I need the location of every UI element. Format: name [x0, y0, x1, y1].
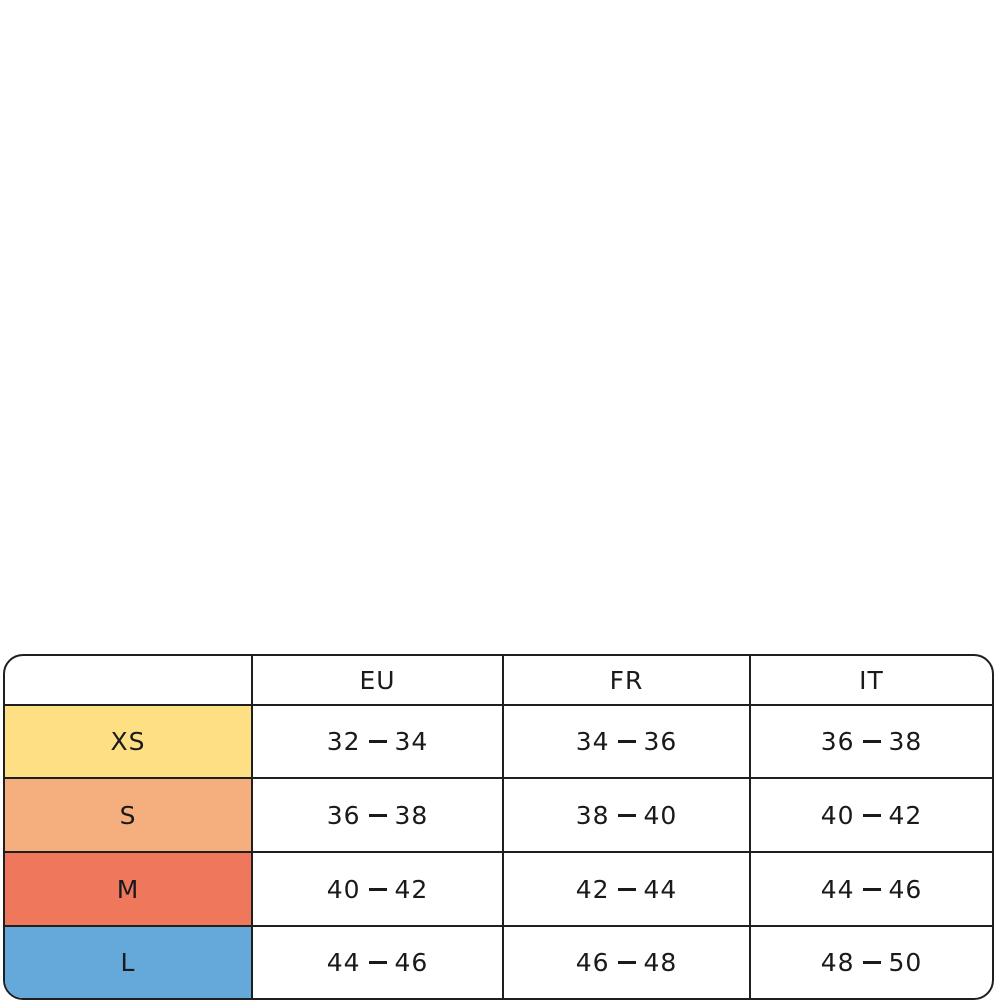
dash-icon	[368, 740, 387, 743]
size-label-cell: M	[5, 853, 253, 927]
range-from: 36	[820, 727, 855, 756]
size-range-cell: 44 46	[751, 853, 992, 927]
size-range-cell: 40 42	[253, 853, 504, 927]
range-to: 42	[394, 874, 429, 904]
dash-icon	[368, 813, 387, 817]
dash-icon	[617, 887, 636, 891]
range-from: 46	[575, 948, 610, 977]
size-chart-table: EU FR IT XS 32 34 34 36 36 38 S 36 38 38 40 40 42 M 40 42 42…	[3, 654, 994, 1000]
range-from: 34	[575, 727, 610, 756]
size-range-cell: 38 40	[504, 779, 751, 853]
dash-icon	[617, 961, 636, 964]
range-to: 50	[888, 948, 923, 977]
size-range-cell: 36 38	[751, 706, 992, 779]
range-from: 40	[820, 800, 855, 830]
range-to: 46	[394, 948, 429, 977]
range-to: 46	[888, 874, 923, 904]
size-range-cell: 48 50	[751, 927, 992, 998]
range-to: 42	[888, 800, 923, 830]
range-to: 36	[643, 727, 678, 756]
header-corner-cell	[5, 656, 253, 706]
size-range-cell: 36 38	[253, 779, 504, 853]
column-header-it: IT	[751, 656, 992, 706]
range-from: 42	[575, 874, 610, 904]
range-to: 38	[394, 800, 429, 830]
dash-icon	[617, 813, 636, 817]
dash-icon	[862, 813, 881, 817]
size-label-cell: XS	[5, 706, 253, 779]
column-header-fr: FR	[504, 656, 751, 706]
range-from: 44	[820, 874, 855, 904]
size-range-cell: 42 44	[504, 853, 751, 927]
range-from: 40	[326, 874, 361, 904]
size-range-cell: 34 36	[504, 706, 751, 779]
range-from: 38	[575, 800, 610, 830]
size-range-cell: 40 42	[751, 779, 992, 853]
range-from: 44	[326, 948, 361, 977]
size-range-cell: 32 34	[253, 706, 504, 779]
range-to: 44	[643, 874, 678, 904]
range-to: 34	[394, 727, 429, 756]
dash-icon	[368, 887, 387, 891]
dash-icon	[862, 961, 881, 964]
range-to: 38	[888, 727, 923, 756]
range-from: 32	[326, 727, 361, 756]
column-header-eu: EU	[253, 656, 504, 706]
dash-icon	[368, 961, 387, 964]
dash-icon	[862, 887, 881, 891]
size-range-cell: 46 48	[504, 927, 751, 998]
range-from: 48	[820, 948, 855, 977]
size-label-cell: S	[5, 779, 253, 853]
range-to: 48	[643, 948, 678, 977]
size-range-cell: 44 46	[253, 927, 504, 998]
range-from: 36	[326, 800, 361, 830]
dash-icon	[862, 740, 881, 743]
dash-icon	[617, 740, 636, 743]
size-label-cell: L	[5, 927, 253, 998]
range-to: 40	[643, 800, 678, 830]
